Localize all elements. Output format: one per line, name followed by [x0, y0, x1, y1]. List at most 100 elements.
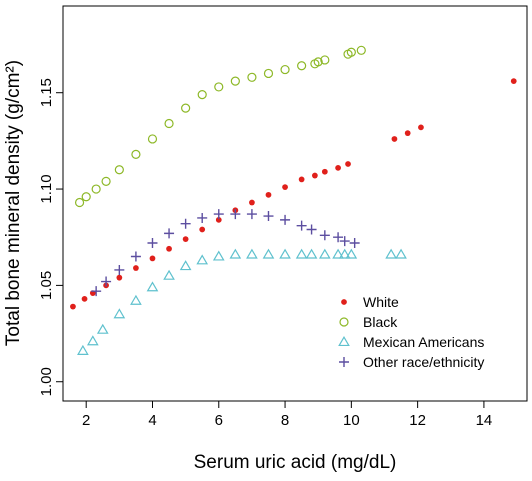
x-tick-label: 8 [281, 412, 289, 429]
data-point [196, 254, 209, 265]
data-point [74, 197, 85, 208]
data-point [101, 176, 111, 186]
data-point [391, 136, 398, 142]
x-tick-label: 12 [409, 412, 426, 429]
x-tick-label: 6 [215, 412, 223, 429]
legend-item-mexican-americans: Mexican Americans [338, 334, 484, 350]
data-point [81, 295, 88, 302]
data-point [263, 211, 274, 222]
data-point [133, 265, 139, 271]
data-point [319, 230, 330, 241]
data-point [114, 264, 125, 275]
y-tick-label: 1.10 [38, 174, 55, 203]
data-point [212, 250, 225, 261]
data-point [249, 199, 255, 206]
data-point [345, 161, 351, 167]
legend-marker [339, 357, 349, 367]
x-tick-label: 4 [148, 412, 156, 429]
data-point [81, 192, 91, 202]
data-point [395, 248, 407, 259]
data-point [113, 308, 126, 319]
data-point [246, 209, 257, 220]
y-tick-label: 1.00 [38, 367, 55, 396]
data-point [197, 212, 208, 223]
legend-marker [339, 317, 349, 327]
data-point [131, 149, 141, 159]
x-axis: 2 4 6 8 10 12 14 [82, 401, 492, 429]
data-point [246, 248, 258, 259]
x-tick-label: 14 [476, 412, 493, 429]
data-point [404, 130, 411, 137]
data-point [130, 251, 141, 262]
data-point [333, 232, 344, 243]
legend-label: Other race/ethnicity [363, 354, 484, 370]
data-point [335, 164, 341, 171]
data-point [230, 76, 240, 86]
data-point [418, 124, 424, 131]
data-point [318, 248, 331, 259]
data-point [320, 55, 330, 65]
data-point [215, 216, 222, 223]
data-point [180, 218, 191, 229]
data-point [229, 248, 242, 259]
data-point [213, 209, 224, 220]
data-point [279, 248, 291, 259]
data-point [280, 214, 291, 225]
data-point [306, 224, 317, 235]
data-point [179, 260, 192, 271]
data-point [91, 184, 101, 194]
data-point [166, 245, 172, 252]
data-point [346, 47, 356, 57]
data-point [510, 78, 517, 85]
data-point [114, 165, 124, 175]
legend-item-black: Black [339, 314, 398, 330]
data-point [164, 228, 175, 239]
data-point [265, 191, 272, 198]
y-tick-label: 1.15 [38, 78, 55, 107]
series-black [74, 45, 366, 208]
legend-label: Black [363, 314, 398, 330]
data-point [332, 248, 344, 259]
data-point [101, 276, 112, 287]
data-point [349, 238, 360, 248]
data-point [282, 184, 288, 191]
data-point [182, 236, 189, 243]
legend-item-other-race-ethnicity: Other race/ethnicity [339, 354, 484, 370]
data-point [214, 82, 224, 92]
data-point [70, 303, 76, 310]
plot-frame [62, 5, 528, 402]
legend-marker [338, 336, 350, 347]
data-point [130, 294, 142, 305]
legend-label: White [363, 294, 399, 310]
data-point [280, 64, 290, 75]
data-point [86, 335, 99, 346]
data-point [305, 248, 318, 259]
data-point [116, 274, 123, 281]
data-point [313, 57, 323, 67]
data-point [338, 248, 351, 259]
data-point [164, 118, 174, 129]
data-point [91, 286, 102, 297]
data-point [385, 248, 397, 259]
data-point [146, 281, 159, 292]
data-point [312, 172, 318, 179]
data-point [147, 134, 158, 144]
data-point [197, 90, 207, 100]
data-point [345, 248, 358, 259]
legend-label: Mexican Americans [363, 334, 484, 350]
data-point [262, 248, 275, 259]
series-other-race-ethnicity [91, 209, 360, 297]
data-point [96, 323, 109, 334]
data-point [199, 226, 206, 233]
legend-marker [341, 299, 347, 305]
data-point [77, 344, 89, 355]
data-point [230, 209, 241, 220]
y-axis: 1.00 1.05 1.10 1.15 [38, 78, 63, 396]
x-axis-title: Serum uric acid (mg/dL) [194, 452, 397, 473]
data-point [295, 248, 308, 259]
legend-item-white: White [341, 294, 399, 310]
data-point [147, 238, 158, 248]
data-point [297, 61, 307, 71]
